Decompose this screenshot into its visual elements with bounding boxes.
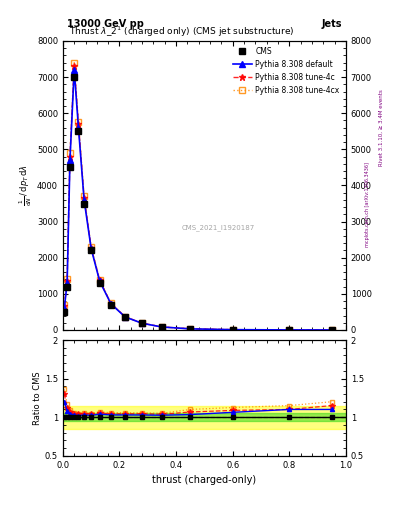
- Line: Pythia 8.308 default: Pythia 8.308 default: [62, 67, 334, 333]
- Text: 13000 GeV pp: 13000 GeV pp: [67, 18, 144, 29]
- Pythia 8.308 tune-4cx: [68, 150, 72, 156]
- Pythia 8.308 default: [123, 314, 127, 320]
- Pythia 8.308 tune-4c: [160, 324, 164, 330]
- Pythia 8.308 tune-4c: [108, 301, 113, 307]
- Text: CMS_2021_I1920187: CMS_2021_I1920187: [182, 224, 255, 230]
- X-axis label: thrust (charged-only): thrust (charged-only): [152, 475, 256, 485]
- CMS: [287, 327, 292, 333]
- CMS: [62, 309, 67, 315]
- CMS: [230, 327, 235, 333]
- Pythia 8.308 default: [329, 327, 334, 333]
- Pythia 8.308 default: [82, 197, 86, 203]
- CMS: [108, 302, 113, 308]
- Pythia 8.308 tune-4c: [140, 320, 145, 326]
- Line: Pythia 8.308 tune-4cx: Pythia 8.308 tune-4cx: [62, 60, 334, 333]
- Pythia 8.308 default: [287, 327, 292, 333]
- Pythia 8.308 tune-4c: [230, 327, 235, 333]
- Pythia 8.308 tune-4c: [329, 327, 334, 333]
- CMS: [65, 284, 70, 290]
- Pythia 8.308 tune-4c: [62, 304, 67, 310]
- Pythia 8.308 tune-4cx: [76, 119, 81, 125]
- Pythia 8.308 default: [160, 324, 164, 330]
- Pythia 8.308 tune-4c: [82, 195, 86, 201]
- Pythia 8.308 tune-4cx: [82, 193, 86, 199]
- Pythia 8.308 default: [230, 327, 235, 333]
- Pythia 8.308 tune-4cx: [329, 327, 334, 333]
- CMS: [140, 321, 145, 327]
- CMS: [76, 128, 81, 134]
- Pythia 8.308 tune-4c: [89, 245, 94, 251]
- CMS: [188, 326, 193, 332]
- Y-axis label: $\frac{1}{\mathrm{d}N}\,/\,\mathrm{d}p_T\,\mathrm{d}\lambda$: $\frac{1}{\mathrm{d}N}\,/\,\mathrm{d}p_T…: [18, 164, 34, 206]
- Pythia 8.308 tune-4c: [76, 121, 81, 127]
- Pythia 8.308 tune-4cx: [188, 326, 193, 332]
- CMS: [72, 74, 77, 80]
- Pythia 8.308 tune-4c: [72, 63, 77, 69]
- Pythia 8.308 tune-4cx: [97, 276, 102, 283]
- CMS: [97, 280, 102, 286]
- CMS: [89, 247, 94, 253]
- Pythia 8.308 tune-4cx: [72, 59, 77, 66]
- Line: CMS: CMS: [62, 74, 334, 333]
- Pythia 8.308 default: [68, 157, 72, 163]
- Pythia 8.308 default: [89, 246, 94, 252]
- Y-axis label: Ratio to CMS: Ratio to CMS: [33, 371, 42, 424]
- Pythia 8.308 tune-4cx: [65, 276, 70, 283]
- Pythia 8.308 tune-4c: [287, 327, 292, 333]
- Pythia 8.308 tune-4cx: [89, 244, 94, 250]
- Text: Rivet 3.1.10, ≥ 3.4M events: Rivet 3.1.10, ≥ 3.4M events: [379, 90, 384, 166]
- Pythia 8.308 tune-4cx: [230, 327, 235, 333]
- Pythia 8.308 tune-4cx: [123, 313, 127, 319]
- Pythia 8.308 tune-4cx: [287, 327, 292, 333]
- Text: Thrust $\lambda\_2^1$ (charged only) (CMS jet substructure): Thrust $\lambda\_2^1$ (charged only) (CM…: [68, 25, 294, 39]
- Pythia 8.308 default: [65, 280, 70, 286]
- Pythia 8.308 tune-4c: [188, 326, 193, 332]
- Pythia 8.308 tune-4cx: [140, 320, 145, 326]
- Text: mcplots.cern.ch [arXiv:1306.3436]: mcplots.cern.ch [arXiv:1306.3436]: [365, 162, 370, 247]
- Pythia 8.308 tune-4c: [97, 278, 102, 284]
- Pythia 8.308 tune-4cx: [62, 302, 67, 308]
- CMS: [329, 327, 334, 333]
- Pythia 8.308 tune-4c: [68, 154, 72, 160]
- Pythia 8.308 tune-4cx: [160, 324, 164, 330]
- Text: Jets: Jets: [321, 18, 342, 29]
- Pythia 8.308 default: [72, 67, 77, 73]
- CMS: [160, 324, 164, 330]
- Pythia 8.308 tune-4c: [65, 278, 70, 284]
- Pythia 8.308 default: [140, 320, 145, 326]
- Pythia 8.308 default: [97, 278, 102, 284]
- Bar: [63, 413, 346, 421]
- Pythia 8.308 tune-4cx: [108, 300, 113, 306]
- CMS: [123, 314, 127, 321]
- Pythia 8.308 default: [108, 301, 113, 307]
- Pythia 8.308 default: [188, 326, 193, 332]
- CMS: [82, 201, 86, 207]
- Bar: [63, 406, 346, 429]
- Pythia 8.308 tune-4c: [123, 314, 127, 320]
- Pythia 8.308 default: [62, 305, 67, 311]
- Line: Pythia 8.308 tune-4c: Pythia 8.308 tune-4c: [61, 63, 335, 333]
- Legend: CMS, Pythia 8.308 default, Pythia 8.308 tune-4c, Pythia 8.308 tune-4cx: CMS, Pythia 8.308 default, Pythia 8.308 …: [230, 45, 342, 97]
- CMS: [68, 164, 72, 170]
- Pythia 8.308 default: [76, 124, 81, 131]
